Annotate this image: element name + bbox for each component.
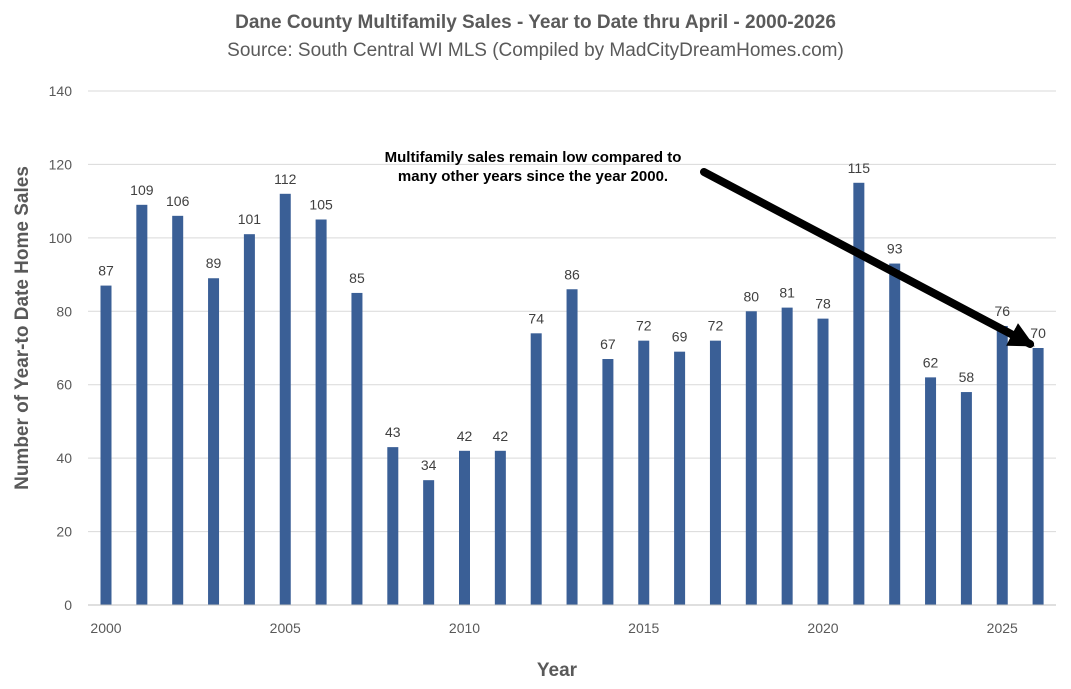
data-label: 78 bbox=[815, 296, 831, 312]
bar bbox=[494, 450, 506, 605]
data-label: 72 bbox=[636, 318, 652, 334]
data-label: 76 bbox=[994, 303, 1010, 319]
bar bbox=[387, 447, 399, 605]
bar bbox=[208, 278, 220, 605]
bar bbox=[279, 193, 291, 606]
bar bbox=[853, 182, 865, 606]
bar bbox=[781, 307, 793, 605]
y-tick-label: 0 bbox=[64, 597, 72, 613]
data-label: 87 bbox=[98, 263, 114, 279]
y-tick-label: 100 bbox=[49, 230, 73, 246]
data-label: 67 bbox=[600, 336, 616, 352]
bar bbox=[172, 215, 184, 606]
bar bbox=[100, 285, 112, 605]
bar bbox=[996, 325, 1008, 605]
data-label: 43 bbox=[385, 424, 401, 440]
bar bbox=[566, 289, 578, 605]
bar bbox=[136, 204, 148, 606]
data-label: 58 bbox=[959, 369, 975, 385]
bar bbox=[602, 359, 614, 605]
data-label: 62 bbox=[923, 354, 939, 370]
x-tick-label: 2020 bbox=[807, 620, 838, 636]
y-tick-label: 80 bbox=[56, 303, 72, 319]
data-label: 86 bbox=[564, 266, 580, 282]
data-label: 80 bbox=[744, 288, 760, 304]
bar bbox=[925, 377, 937, 605]
data-label: 105 bbox=[309, 197, 333, 213]
chart-title: Dane County Multifamily Sales - Year to … bbox=[235, 12, 836, 33]
annotation-arrow bbox=[700, 168, 1035, 348]
annotation-text-line2: many other years since the year 2000. bbox=[398, 168, 668, 185]
bar bbox=[889, 263, 901, 605]
data-label: 89 bbox=[206, 255, 222, 271]
data-label: 42 bbox=[493, 428, 509, 444]
x-tick-label: 2010 bbox=[449, 620, 480, 636]
x-tick-label: 2005 bbox=[270, 620, 301, 636]
data-label: 72 bbox=[708, 318, 724, 334]
y-tick-label: 120 bbox=[49, 156, 73, 172]
data-label: 106 bbox=[166, 193, 190, 209]
chart-subtitle: Source: South Central WI MLS (Compiled b… bbox=[227, 40, 844, 61]
data-label: 101 bbox=[238, 211, 262, 227]
x-axis-label: Year bbox=[537, 660, 578, 681]
bar bbox=[817, 318, 829, 605]
data-label: 109 bbox=[130, 182, 154, 198]
data-label: 85 bbox=[349, 270, 365, 286]
bar bbox=[745, 311, 757, 605]
y-axis-label: Number of Year-to Date Home Sales bbox=[12, 166, 33, 490]
bar bbox=[960, 392, 972, 605]
data-label: 69 bbox=[672, 329, 688, 345]
x-tick-label: 2015 bbox=[628, 620, 659, 636]
y-tick-label: 60 bbox=[56, 377, 72, 393]
bar bbox=[1032, 348, 1044, 605]
data-label: 42 bbox=[457, 428, 473, 444]
bar bbox=[351, 292, 363, 605]
y-tick-label: 140 bbox=[49, 83, 73, 99]
data-label: 115 bbox=[848, 160, 871, 176]
data-label: 34 bbox=[421, 457, 437, 473]
data-label: 93 bbox=[887, 241, 903, 257]
data-label: 74 bbox=[528, 310, 544, 326]
bar bbox=[459, 450, 470, 605]
data-label: 70 bbox=[1030, 325, 1046, 341]
bar bbox=[674, 351, 686, 605]
x-tick-label: 2025 bbox=[987, 620, 1018, 636]
data-label: 81 bbox=[779, 285, 795, 301]
bar bbox=[530, 333, 542, 605]
y-tick-label: 20 bbox=[56, 524, 72, 540]
bar bbox=[709, 340, 721, 605]
bar bbox=[423, 480, 435, 605]
bar bbox=[638, 340, 650, 605]
y-tick-label: 40 bbox=[56, 450, 72, 466]
data-label: 112 bbox=[274, 171, 297, 187]
bar bbox=[315, 219, 327, 605]
bar bbox=[243, 234, 255, 605]
annotation-text-line1: Multifamily sales remain low compared to bbox=[385, 149, 682, 166]
x-tick-label: 2000 bbox=[90, 620, 121, 636]
